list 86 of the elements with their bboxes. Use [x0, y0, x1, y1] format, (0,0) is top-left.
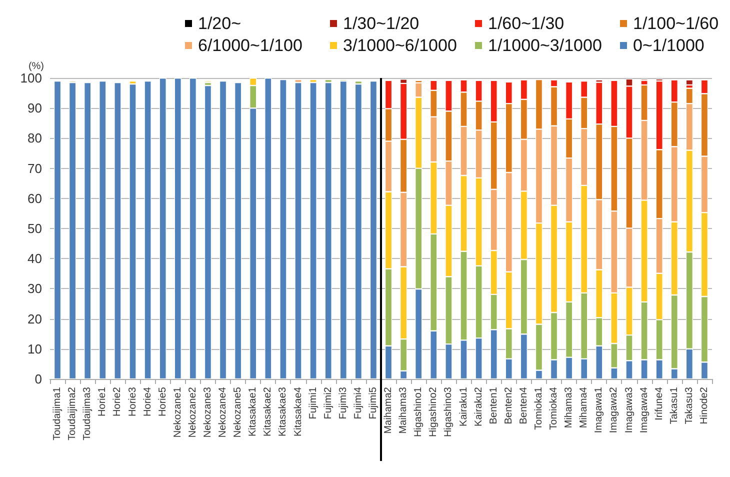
y-tick-label: 90: [28, 100, 42, 116]
bar: [234, 82, 242, 379]
bar: [340, 81, 347, 379]
x-tick-label: Toudaijima3: [82, 386, 94, 440]
bar: [129, 84, 136, 379]
y-tick-label: 50: [28, 221, 42, 236]
x-tick-label: Fujimi4: [352, 386, 364, 420]
x-tick-label: Tomioka4: [548, 386, 560, 430]
y-tick-label: 80: [28, 130, 42, 146]
x-tick-label: Nekozane5: [232, 386, 244, 438]
x-tick-label: Nekozane3: [202, 386, 214, 438]
x-tick-label: Horie3: [127, 386, 138, 416]
x-tick-label: Imagawa2: [608, 386, 620, 434]
x-tick-label: Horie4: [142, 386, 154, 416]
bar: [354, 84, 362, 379]
x-tick-label: Fujimi2: [322, 386, 334, 420]
x-tick-label: Horie5: [157, 386, 168, 416]
x-tick-label: Kitasakae3: [278, 386, 289, 436]
y-tick-label: 70: [28, 160, 42, 176]
x-tick-label: Higashino3: [443, 386, 454, 438]
legend-label: 1/30~1/20: [343, 14, 420, 33]
x-tick-label: Nekozane2: [187, 386, 198, 438]
x-tick-label: Benten4: [518, 386, 530, 424]
bar: [69, 82, 76, 379]
x-tick-label: Maihama2: [383, 386, 394, 434]
x-tick-label: Imagawa3: [624, 386, 635, 434]
bar: [114, 82, 122, 379]
y-tick-label: 60: [28, 190, 42, 206]
bar: [220, 81, 227, 379]
x-tick-label: Higashino1: [413, 386, 424, 438]
bar: [370, 81, 377, 379]
legend-label: 0~1/1000: [633, 36, 704, 55]
y-tick-label: 10: [28, 341, 42, 356]
x-tick-label: Imagawa4: [638, 386, 650, 434]
bar: [84, 82, 92, 379]
legend-label: 3/1000~6/1000: [343, 36, 457, 55]
legend-label: 1/100~1/60: [633, 14, 719, 33]
x-tick-label: Kitasakae4: [292, 386, 304, 436]
legend-label: 1/60~1/30: [488, 14, 564, 33]
x-tick-label: Toudaijima2: [67, 386, 78, 440]
y-tick-label: 40: [28, 251, 42, 266]
x-tick-label: Irifune4: [654, 386, 665, 420]
bar: [294, 82, 302, 379]
y-axis-title: (%): [28, 61, 44, 72]
x-tick-label: Takasu3: [684, 386, 695, 424]
x-tick-label: Nekozane1: [172, 386, 184, 438]
y-tick-label: 20: [28, 311, 42, 326]
x-tick-label: Kairaku2: [473, 386, 484, 426]
bar: [310, 82, 317, 379]
legend-label: 1/20~: [198, 14, 242, 33]
bar: [174, 78, 182, 379]
x-tick-label: Kairaku1: [458, 386, 470, 426]
bar: [99, 81, 106, 379]
x-tick-label: Toudaijima1: [52, 386, 64, 440]
bar: [264, 78, 272, 379]
bar: [54, 81, 62, 379]
bar: [204, 86, 212, 379]
x-tick-label: Maihama3: [398, 386, 410, 434]
x-tick-label: Fujimi1: [308, 386, 319, 420]
y-tick-label: 100: [20, 70, 42, 86]
bar: [159, 78, 166, 379]
x-tick-label: Benten2: [503, 386, 514, 424]
x-tick-label: Tomioka1: [533, 386, 544, 430]
x-tick-label: Fujimi5: [368, 386, 379, 420]
bar: [189, 78, 196, 379]
x-tick-label: Imagawa1: [594, 386, 605, 434]
x-tick-label: Hinode2: [698, 386, 710, 424]
bar: [280, 80, 287, 379]
x-tick-label: Kitasakae1: [248, 386, 259, 436]
x-tick-label: Kitasakae2: [262, 386, 274, 436]
x-tick-label: Higashino2: [428, 386, 440, 438]
bar: [324, 82, 332, 379]
x-tick-label: Horie2: [112, 386, 124, 416]
x-tick-label: Mihama3: [564, 386, 575, 428]
x-tick-label: Horie1: [97, 386, 108, 416]
y-tick-label: 0: [34, 372, 42, 386]
y-tick-label: 30: [28, 281, 42, 296]
x-tick-label: Takasu1: [668, 386, 680, 424]
x-tick-label: Nekozane4: [218, 386, 229, 438]
bar: [144, 81, 152, 379]
legend-label: 6/1000~1/100: [198, 36, 302, 55]
bar: [686, 80, 693, 85]
x-tick-label: Mihama4: [578, 386, 590, 428]
x-tick-label: Fujimi3: [338, 386, 349, 420]
legend-label: 1/1000~3/1000: [488, 36, 602, 55]
x-tick-label: Benten1: [488, 386, 500, 424]
